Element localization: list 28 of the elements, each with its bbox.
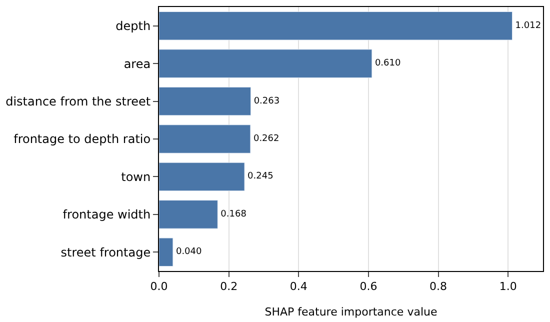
data-label: 1.012 [515, 20, 542, 31]
x-tick-label: 0.0 [150, 280, 168, 294]
x-tick-label: 0.2 [220, 280, 238, 294]
x-axis-title: SHAP feature importance value [264, 305, 438, 318]
data-label: 0.610 [374, 58, 401, 69]
y-tick-label: street frontage [60, 245, 151, 260]
data-label: 0.262 [253, 134, 280, 144]
y-tick-label: frontage width [62, 208, 151, 222]
x-tick-label: 0.6 [360, 280, 378, 294]
bar [159, 124, 251, 154]
y-tick-label: distance from the street [6, 94, 151, 108]
data-label: 0.168 [220, 209, 247, 220]
bar [159, 86, 252, 116]
x-tick-label: 1.0 [499, 280, 517, 294]
bar [159, 200, 218, 229]
bar [159, 238, 174, 267]
y-tick-label: area [124, 56, 151, 71]
bar [159, 11, 513, 40]
bar [159, 162, 245, 192]
x-tick-label: 0.4 [290, 280, 308, 294]
y-tick-label: town [121, 170, 151, 184]
x-tick-label: 0.8 [430, 280, 448, 294]
y-tick-label: frontage to depth ratio [14, 132, 151, 146]
data-label: 0.263 [254, 96, 280, 106]
bar [159, 49, 372, 78]
data-label: 0.245 [248, 172, 274, 182]
data-label: 0.040 [176, 247, 202, 258]
y-tick-label: depth [116, 19, 151, 34]
